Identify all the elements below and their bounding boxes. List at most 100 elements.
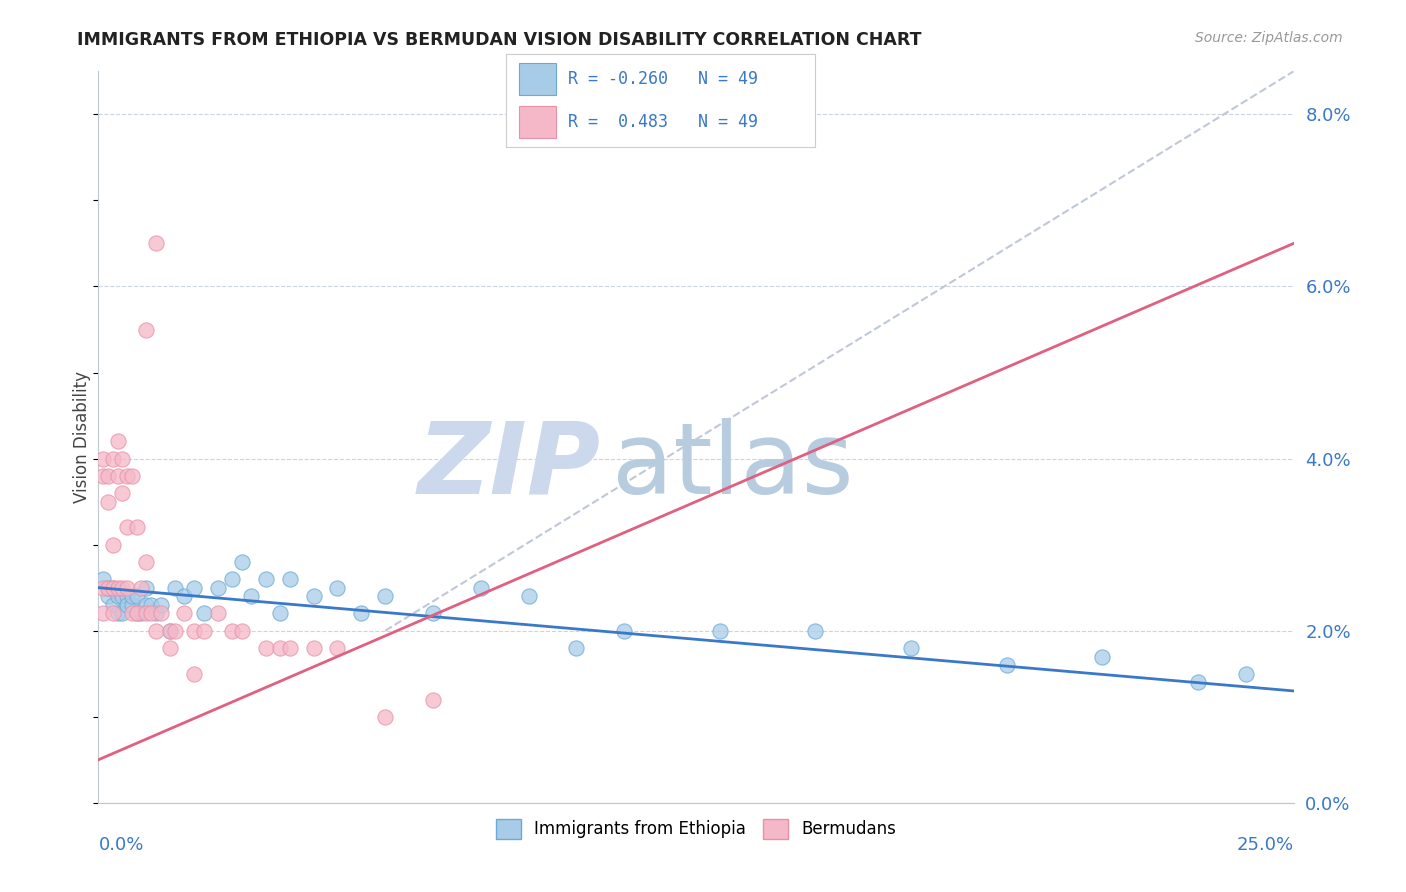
Point [149, 607, 172, 621]
Point [1091, 649, 1114, 664]
Point [240, 589, 263, 603]
Point [135, 598, 157, 612]
Text: atlas: atlas [613, 417, 853, 515]
Point [91, 468, 114, 483]
Point [470, 581, 492, 595]
Point [121, 589, 143, 603]
Point [131, 581, 153, 595]
Point [900, 640, 922, 655]
Point [193, 624, 215, 638]
Point [183, 666, 205, 681]
Legend: Immigrants from Ethiopia, Bermudans: Immigrants from Ethiopia, Bermudans [489, 812, 903, 846]
Point [350, 607, 373, 621]
Text: 25.0%: 25.0% [1236, 836, 1294, 854]
Point [107, 607, 129, 621]
Point [804, 624, 827, 638]
Point [139, 607, 162, 621]
Point [145, 624, 167, 638]
Point [111, 486, 134, 500]
Point [97, 581, 120, 595]
Point [422, 692, 444, 706]
Text: IMMIGRANTS FROM ETHIOPIA VS BERMUDAN VISION DISABILITY CORRELATION CHART: IMMIGRANTS FROM ETHIOPIA VS BERMUDAN VIS… [77, 31, 922, 49]
Text: 0.0%: 0.0% [98, 836, 143, 854]
Point [709, 624, 731, 638]
Point [565, 640, 588, 655]
Point [115, 598, 138, 612]
Point [135, 555, 157, 569]
Point [374, 710, 396, 724]
Point [995, 658, 1018, 673]
Text: ZIP: ZIP [418, 417, 600, 515]
Point [231, 624, 253, 638]
Point [101, 451, 124, 466]
Point [101, 607, 124, 621]
Point [1234, 666, 1257, 681]
Point [115, 468, 138, 483]
Point [121, 468, 143, 483]
Point [91, 581, 114, 595]
Point [135, 607, 157, 621]
Point [101, 581, 124, 595]
Point [254, 640, 277, 655]
Point [231, 555, 253, 569]
Point [278, 640, 301, 655]
Point [125, 607, 148, 621]
Point [269, 640, 291, 655]
Point [145, 607, 167, 621]
Point [97, 468, 120, 483]
Point [107, 589, 129, 603]
Text: R = -0.260   N = 49: R = -0.260 N = 49 [568, 70, 758, 87]
Point [183, 581, 205, 595]
Point [121, 607, 143, 621]
Point [221, 624, 243, 638]
Point [111, 589, 134, 603]
Point [107, 581, 129, 595]
Point [159, 624, 181, 638]
Y-axis label: Vision Disability: Vision Disability [73, 371, 91, 503]
Point [135, 581, 157, 595]
Point [115, 589, 138, 603]
Point [91, 572, 114, 586]
Text: R =  0.483   N = 49: R = 0.483 N = 49 [568, 113, 758, 131]
Point [326, 640, 349, 655]
Point [111, 451, 134, 466]
Point [111, 581, 134, 595]
Point [207, 581, 229, 595]
Point [326, 581, 349, 595]
Point [101, 538, 124, 552]
Point [139, 598, 162, 612]
Point [159, 640, 181, 655]
Point [173, 607, 195, 621]
Point [207, 607, 229, 621]
Point [115, 520, 138, 534]
Point [125, 589, 148, 603]
Point [107, 468, 129, 483]
Point [221, 572, 243, 586]
Point [91, 451, 114, 466]
Point [111, 607, 134, 621]
Point [97, 494, 120, 508]
Point [193, 607, 215, 621]
Point [115, 581, 138, 595]
Point [131, 607, 153, 621]
Point [91, 607, 114, 621]
Point [278, 572, 301, 586]
Point [302, 640, 325, 655]
Point [107, 434, 129, 449]
Point [374, 589, 396, 603]
Point [302, 589, 325, 603]
Point [101, 598, 124, 612]
Point [159, 624, 181, 638]
Point [173, 589, 195, 603]
Bar [519, 63, 555, 95]
Point [1187, 675, 1209, 690]
Point [97, 589, 120, 603]
Point [97, 581, 120, 595]
Point [517, 589, 540, 603]
Point [121, 598, 143, 612]
Point [135, 322, 157, 336]
Point [254, 572, 277, 586]
Point [163, 581, 186, 595]
Point [145, 236, 167, 251]
Point [163, 624, 186, 638]
